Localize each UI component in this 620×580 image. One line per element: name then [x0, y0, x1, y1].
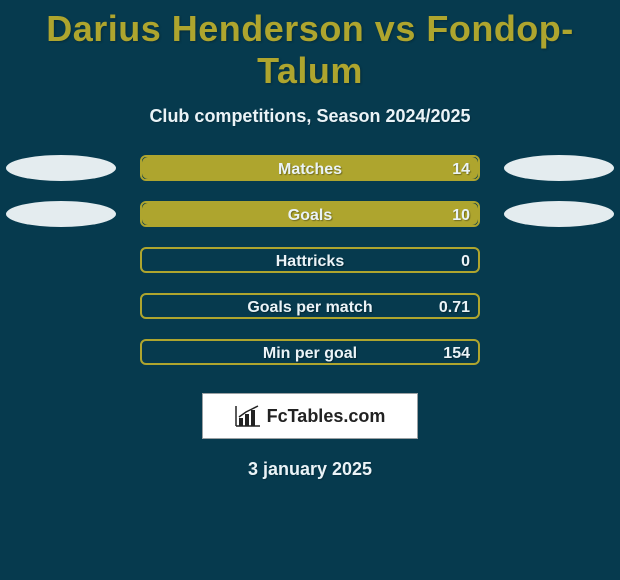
page-subtitle: Club competitions, Season 2024/2025	[0, 106, 620, 127]
player-left-ellipse	[6, 155, 116, 181]
logo-box: FcTables.com	[202, 393, 418, 439]
stat-value: 10	[452, 203, 470, 227]
stat-row: Matches14	[0, 155, 620, 181]
stat-value: 0.71	[439, 295, 470, 319]
stat-rows: Matches14 Goals10 Hattricks0 Goals per matc…	[0, 155, 620, 365]
stat-bar: Min per goal154	[140, 339, 480, 365]
logo-text: FcTables.com	[267, 406, 386, 427]
stat-row: Hattricks0	[0, 247, 620, 273]
stat-label: Goals	[142, 203, 478, 227]
bar-chart-icon	[235, 405, 261, 427]
stat-value: 154	[443, 341, 470, 365]
player-right-ellipse	[504, 201, 614, 227]
stat-bar: Hattricks0	[140, 247, 480, 273]
stat-bar: Matches14	[140, 155, 480, 181]
comparison-infographic: Darius Henderson vs Fondop-Talum Club co…	[0, 0, 620, 580]
stat-label: Min per goal	[142, 341, 478, 365]
stat-label: Goals per match	[142, 295, 478, 319]
stat-row: Goals per match0.71	[0, 293, 620, 319]
stat-label: Matches	[142, 157, 478, 181]
stat-label: Hattricks	[142, 249, 478, 273]
stat-bar: Goals per match0.71	[140, 293, 480, 319]
stat-value: 0	[461, 249, 470, 273]
player-right-ellipse	[504, 155, 614, 181]
stat-row: Goals10	[0, 201, 620, 227]
stat-bar: Goals10	[140, 201, 480, 227]
player-left-ellipse	[6, 201, 116, 227]
stat-value: 14	[452, 157, 470, 181]
page-title: Darius Henderson vs Fondop-Talum	[0, 0, 620, 92]
date-text: 3 january 2025	[0, 459, 620, 480]
stat-row: Min per goal154	[0, 339, 620, 365]
